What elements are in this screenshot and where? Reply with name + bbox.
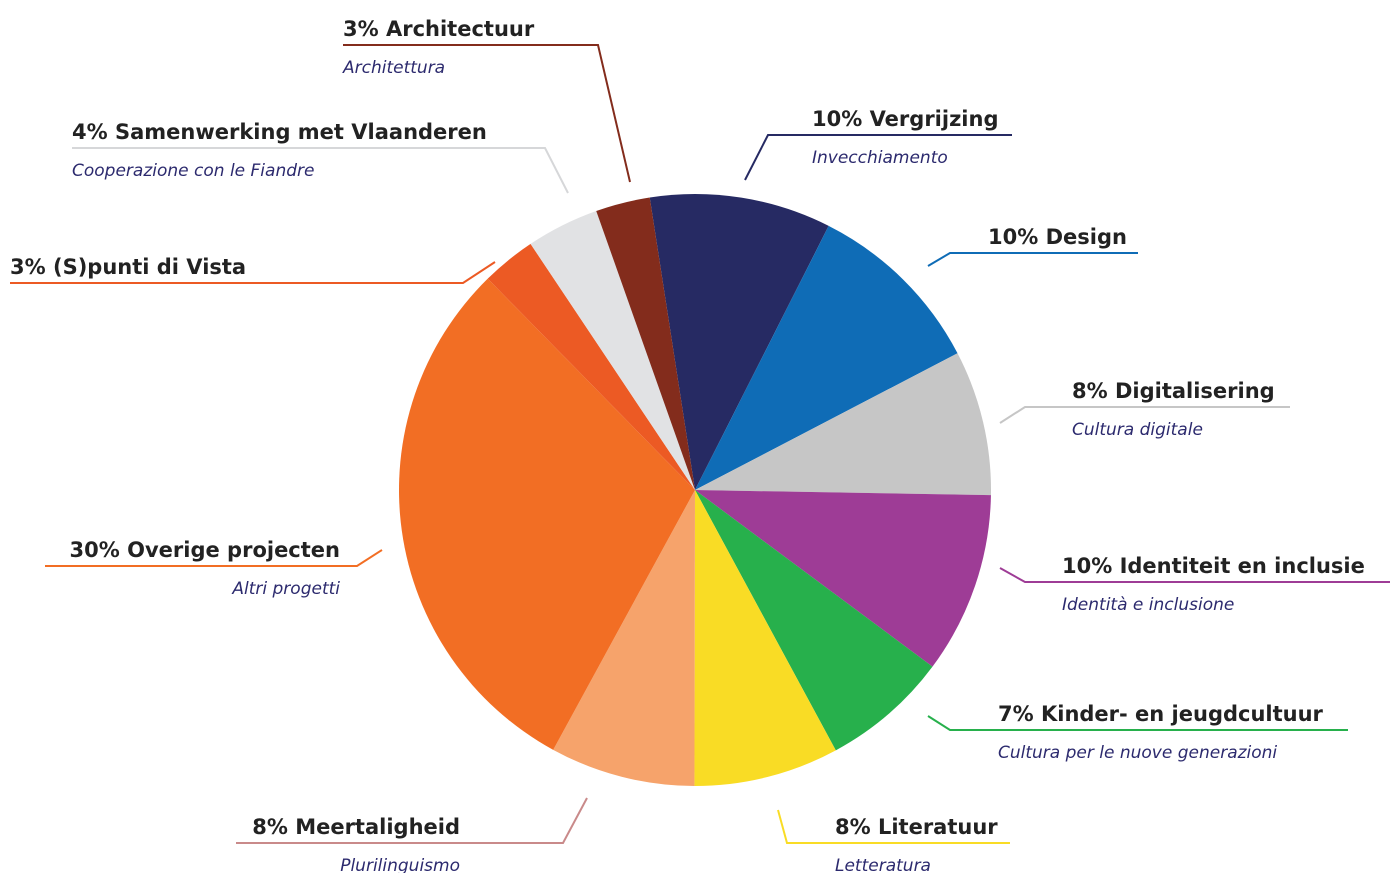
pie-slice [695,225,958,490]
value-label: 30% [70,538,120,562]
category-label: Design [1046,225,1127,249]
slice-sublabel: Cooperazione con le Fiandre [72,161,314,181]
value-label: 3% [343,17,379,41]
category-label: Vergrijzing [870,107,999,131]
leader-line [927,252,1138,267]
leader-line [236,797,588,844]
slice-label: 10% Identiteit en inclusie [1062,554,1365,578]
slice-sublabel: Letteratura [835,856,931,873]
category-label: Literatuur [878,815,998,839]
slice-label: 8% Digitalisering [1072,379,1275,403]
leader-line [927,715,1348,731]
category-label: Architectuur [386,17,535,41]
category-label: Samenwerking met Vlaanderen [115,120,487,144]
leader-line [72,147,569,194]
value-label: 3% [10,255,46,279]
leader-line [744,134,1012,181]
leader-line [10,261,496,284]
value-label: 8% [1072,379,1108,403]
slice-label: 10% Vergrijzing [812,107,998,131]
pie-slice [694,490,836,786]
slice-sublabel: Altri progetti [231,579,340,599]
slice-sublabel: Cultura digitale [1072,420,1203,440]
leader-line [777,809,1010,844]
category-label: Kinder- en jeugdcultuur [1041,702,1324,726]
category-label: Digitalisering [1115,379,1275,403]
slice-label: 4% Samenwerking met Vlaanderen [72,120,487,144]
slice-label: 3% (S)punti di Vista [10,255,246,279]
leader-line [343,44,631,183]
pie-slice [649,194,829,491]
pie-slice [695,353,991,496]
slice-label: 10% Design [988,225,1127,249]
category-label: (S)punti di Vista [53,255,246,279]
leader-line [999,567,1390,583]
pie-slice [530,210,695,490]
pie-slice [553,490,695,786]
slice-label: 8% Meertaligheid [252,815,460,839]
category-label: Meertaligheid [295,815,460,839]
value-label: 10% [988,225,1038,249]
value-label: 8% [835,815,871,839]
pie-slice [398,278,695,750]
slice-sublabel: Cultura per le nuove generazioni [998,743,1277,763]
slice-label: 3% Architectuur [343,17,535,41]
slice-label: 8% Literatuur [835,815,998,839]
category-label: Identiteit en inclusie [1120,554,1365,578]
value-label: 10% [1062,554,1112,578]
pie-slice [596,197,695,490]
leader-line [45,549,383,567]
leader-line [999,406,1290,424]
slice-sublabel: Invecchiamento [812,148,948,168]
value-label: 8% [252,815,288,839]
pie-slice [695,490,991,667]
pie-slice [487,243,695,490]
value-label: 7% [998,702,1034,726]
slice-sublabel: Architettura [342,58,445,78]
value-label: 10% [812,107,862,131]
pie-slice [695,490,933,751]
slice-sublabel: Plurilinguismo [340,856,460,873]
slice-label: 30% Overige projecten [70,538,340,562]
slice-sublabel: Identità e inclusione [1062,595,1234,615]
slice-label: 7% Kinder- en jeugdcultuur [998,702,1324,726]
category-label: Overige projecten [127,538,340,562]
value-label: 4% [72,120,108,144]
